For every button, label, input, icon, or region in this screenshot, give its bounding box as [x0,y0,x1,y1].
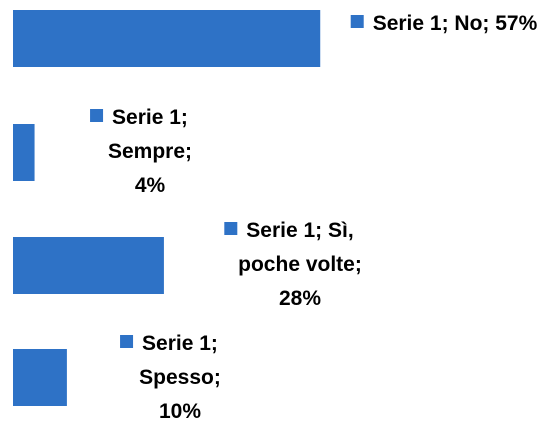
label-line: Serie 1; [142,332,218,355]
label-line: Serie 1; [112,106,188,129]
label-line: 10% [159,400,201,423]
data-label: Serie 1; Sempre; 4% [108,106,192,197]
legend-key [120,335,134,348]
legend-key [90,109,104,122]
data-label: Serie 1; Spesso; 10% [139,332,221,423]
label-line: Serie 1; Sì, [246,219,353,242]
bar [13,349,67,406]
data-label: Serie 1; No; 57% [373,12,538,35]
bar [13,10,321,67]
legend-key [350,15,364,28]
label-line: poche volte; [238,253,362,276]
data-label: Serie 1; Sì, poche volte; 28% [238,219,362,310]
bar [13,124,35,181]
bar [13,237,164,294]
label-line: 28% [279,287,321,310]
label-line: Serie 1; No; 57% [373,12,538,35]
label-line: 4% [135,174,166,197]
label-line: Spesso; [139,366,221,389]
legend-key [224,222,238,235]
label-line: Sempre; [108,140,192,163]
